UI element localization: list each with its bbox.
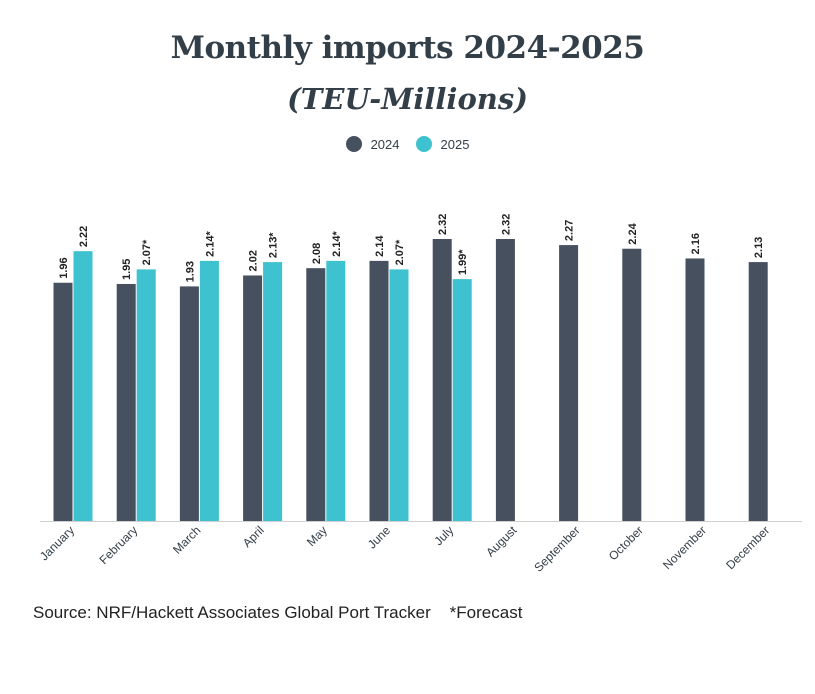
x-tick-label-january: January [37, 523, 77, 563]
data-label-2025-june: 2.07* [394, 239, 406, 265]
bar-2025-may [326, 260, 346, 521]
bar-2024-september [559, 245, 579, 522]
x-tick-label-february: February [96, 523, 140, 567]
legend: 2024 2025 [0, 136, 815, 152]
bar-2025-april [263, 262, 283, 521]
legend-label-2025: 2025 [440, 136, 470, 152]
data-label-2025-february: 2.07* [141, 239, 153, 265]
data-label-2024-february: 1.95 [121, 259, 133, 280]
data-label-2024-august: 2.32 [500, 214, 512, 235]
chart-subtitle: (TEU-Millions) [287, 82, 528, 116]
chart-title: Monthly imports 2024-2025 [170, 30, 645, 66]
bar-2024-april [243, 275, 263, 521]
data-label-2024-october: 2.24 [627, 222, 639, 244]
data-label-2025-january: 2.22 [78, 226, 90, 247]
bar-2024-march [179, 286, 199, 521]
bar-2024-may [306, 268, 326, 521]
data-label-2024-may: 2.08 [311, 243, 323, 264]
legend-swatch-2024 [345, 136, 362, 152]
data-label-2025-july: 1.99* [457, 249, 469, 275]
data-label-2025-may: 2.14* [331, 230, 343, 256]
legend-item-2025: 2025 [415, 136, 470, 152]
data-label-2024-april: 2.02 [248, 250, 260, 271]
data-label-2025-march: 2.14* [204, 230, 216, 256]
bar-2024-july [432, 239, 452, 521]
bar-2025-march [199, 260, 219, 521]
x-tick-label-june: June [365, 523, 394, 552]
bar-2024-december [748, 262, 768, 521]
data-label-2024-january: 1.96 [58, 257, 70, 278]
legend-swatch-2025 [415, 136, 432, 152]
footnote: Source: NRF/Hackett Associates Global Po… [33, 603, 522, 623]
x-tick-label-april: April [240, 523, 267, 550]
x-tick-label-july: July [431, 523, 456, 548]
data-label-2024-november: 2.16 [690, 233, 702, 254]
x-tick-label-august: August [483, 523, 520, 560]
bar-2024-october [622, 248, 642, 522]
bar-2025-july [452, 279, 472, 521]
bar-2024-february [116, 283, 136, 521]
data-label-2024-december: 2.13 [753, 237, 765, 258]
forecast-note: *Forecast [449, 603, 523, 622]
data-label-2024-september: 2.27 [564, 220, 576, 241]
legend-item-2024: 2024 [345, 136, 400, 152]
data-label-2025-april: 2.13* [268, 232, 280, 258]
x-tick-label-october: October [606, 523, 646, 563]
bar-2024-january [53, 282, 73, 521]
bar-2025-june [389, 269, 409, 521]
bar-2024-november [685, 258, 705, 521]
source-note: Source: NRF/Hackett Associates Global Po… [33, 603, 431, 622]
x-tick-label-december: December [723, 523, 772, 572]
data-label-2024-march: 1.93 [184, 261, 196, 282]
bar-2025-february [136, 269, 156, 521]
x-tick-label-march: March [170, 523, 203, 556]
x-tick-label-september: September [531, 523, 582, 574]
legend-label-2024: 2024 [370, 136, 400, 152]
x-tick-label-may: May [304, 523, 330, 549]
bar-2025-january [73, 251, 93, 522]
bar-2024-august [495, 239, 515, 521]
data-label-2024-june: 2.14 [374, 235, 386, 257]
bar-2024-june [369, 260, 389, 521]
data-label-2024-july: 2.32 [437, 214, 449, 235]
x-tick-label-november: November [660, 523, 709, 572]
